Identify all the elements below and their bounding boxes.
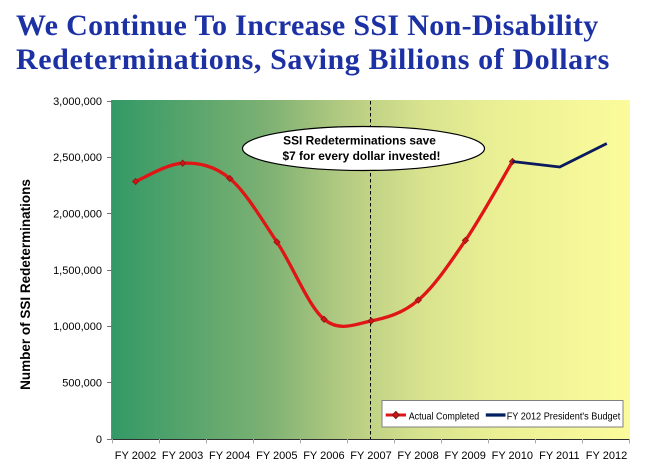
- svg-text:0: 0: [96, 434, 102, 446]
- svg-text:FY 2008: FY 2008: [397, 450, 438, 461]
- svg-text:FY 2003: FY 2003: [162, 450, 203, 461]
- svg-text:Actual Completed: Actual Completed: [409, 412, 480, 423]
- svg-text:FY 2012: FY 2012: [586, 450, 627, 461]
- svg-text:2,000,000: 2,000,000: [53, 209, 102, 221]
- svg-text:FY 2009: FY 2009: [445, 450, 486, 461]
- svg-text:1,500,000: 1,500,000: [53, 265, 102, 277]
- svg-text:$7 for every dollar invested!: $7 for every dollar invested!: [283, 149, 441, 163]
- svg-text:3,000,000: 3,000,000: [53, 96, 102, 108]
- svg-text:FY 2007: FY 2007: [350, 450, 391, 461]
- svg-text:1,000,000: 1,000,000: [53, 321, 102, 333]
- svg-text:FY 2011: FY 2011: [539, 450, 580, 461]
- svg-text:FY 2002: FY 2002: [115, 450, 156, 461]
- svg-text:SSI Redeterminations save: SSI Redeterminations save: [283, 134, 436, 148]
- svg-text:FY 2005: FY 2005: [256, 450, 297, 461]
- svg-text:FY 2012 President's Budget: FY 2012 President's Budget: [507, 412, 621, 423]
- svg-text:500,000: 500,000: [62, 378, 102, 390]
- svg-text:FY 2004: FY 2004: [209, 450, 250, 461]
- svg-text:Number of SSI Redeterminations: Number of SSI Redeterminations: [18, 179, 33, 390]
- svg-text:FY 2006: FY 2006: [303, 450, 344, 461]
- svg-text:2,500,000: 2,500,000: [53, 152, 102, 164]
- svg-text:FY 2010: FY 2010: [492, 450, 533, 461]
